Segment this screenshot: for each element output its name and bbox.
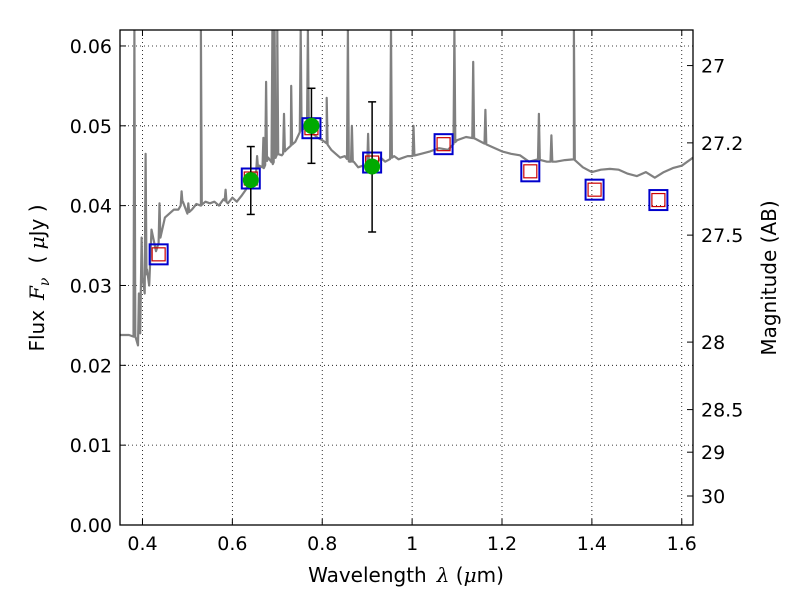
observed-points	[242, 87, 381, 233]
ticks	[120, 30, 693, 526]
observed-point	[364, 158, 381, 175]
grid	[120, 30, 693, 526]
model-box-outer	[584, 178, 605, 201]
model-box-inner	[587, 182, 602, 197]
model-box-outer	[520, 160, 541, 183]
y2-tick-label: 29	[701, 442, 725, 464]
y-tick-label: 0.02	[70, 355, 112, 377]
x-axis-label: Wavelength λ (μm)	[308, 563, 504, 587]
y2-tick-label: 30	[701, 486, 725, 508]
model-box-inner	[436, 137, 451, 152]
model-box-outer	[148, 243, 169, 266]
observed-point	[242, 172, 259, 189]
y-tick-label: 0.00	[70, 515, 112, 537]
model-box-inner	[651, 192, 666, 208]
y-tick-label: 0.01	[70, 435, 112, 457]
tick-labels: 0.4 0.6 0.8 1 1.2 1.4 1.6 0.00 0.01 0.02 0.03 0.04 0…	[70, 36, 744, 555]
x-tick-label: 0.6	[217, 533, 247, 555]
x-tick-label: 0.4	[127, 533, 157, 555]
model-box-inner	[523, 164, 538, 179]
x-tick-label: 1	[406, 533, 418, 555]
observed-point	[303, 117, 320, 134]
y-tick-label: 0.05	[70, 116, 112, 138]
y2-tick-label: 28.5	[701, 400, 743, 422]
x-tick-label: 1.4	[577, 533, 607, 555]
secondary-y-axis-label: Magnitude (AB)	[757, 200, 781, 355]
y-tick-label: 0.03	[70, 275, 112, 297]
model-box-outer	[433, 133, 454, 156]
y2-tick-label: 27.5	[701, 225, 743, 247]
y-axis-label: FluxFν( μJy )	[25, 204, 53, 351]
x-tick-label: 1.2	[487, 533, 517, 555]
y-tick-label: 0.06	[70, 36, 112, 58]
x-tick-label: 0.8	[307, 533, 337, 555]
plot-area	[120, 30, 693, 347]
y2-tick-label: 28	[701, 332, 725, 354]
y2-tick-label: 27	[701, 56, 725, 78]
model-box-inner	[151, 247, 166, 262]
x-tick-label: 1.6	[667, 533, 697, 555]
model-box-outer	[648, 189, 669, 212]
plot-background	[120, 30, 693, 525]
y2-tick-label: 27.2	[701, 133, 743, 155]
y-tick-label: 0.04	[70, 196, 112, 218]
plot-frame	[119, 29, 694, 526]
